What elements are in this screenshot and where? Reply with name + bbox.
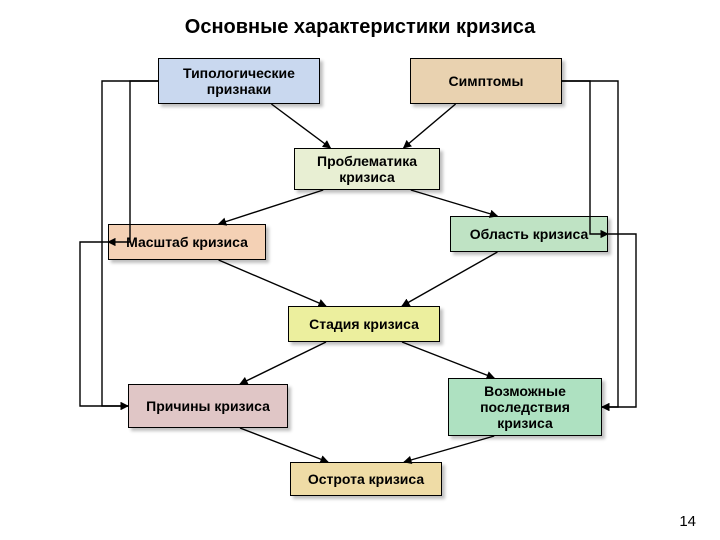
node-scale: Масштаб кризиса xyxy=(108,224,266,260)
node-area: Область кризиса xyxy=(450,216,608,252)
node-stage: Стадия кризиса xyxy=(288,306,440,342)
page-number: 14 xyxy=(679,513,696,530)
node-problematics: Проблематика кризиса xyxy=(294,148,440,190)
node-consequences: Возможные последствия кризиса xyxy=(448,378,602,436)
page-title: Основные характеристики кризиса xyxy=(0,16,720,39)
node-symptoms: Симптомы xyxy=(410,58,562,104)
diagram-edges xyxy=(0,0,720,540)
node-severity: Острота кризиса xyxy=(290,462,442,496)
node-typological: Типологические признаки xyxy=(158,58,320,104)
node-causes: Причины кризиса xyxy=(128,384,288,428)
